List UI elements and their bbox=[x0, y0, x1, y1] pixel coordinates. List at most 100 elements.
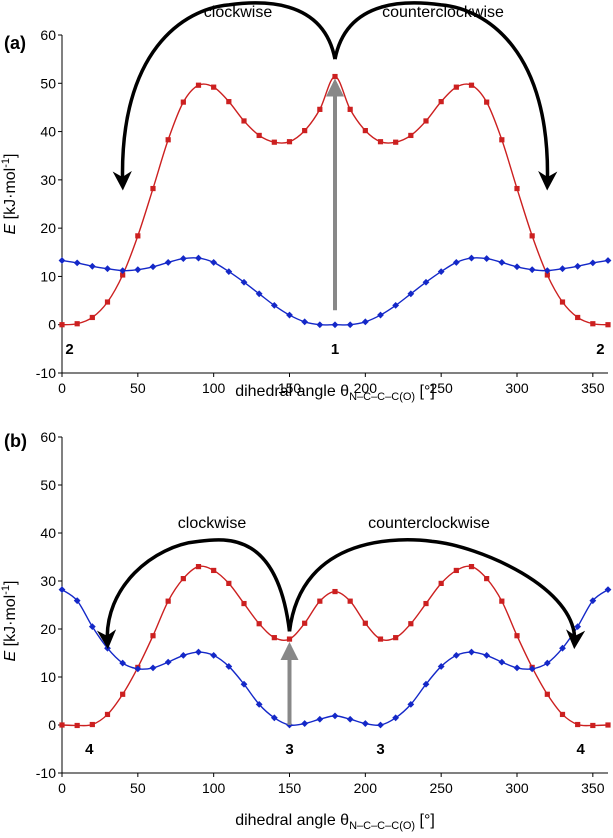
panel-b-blue-point bbox=[574, 623, 582, 630]
panel-b-red-point bbox=[302, 620, 308, 626]
panel-a-blue-point bbox=[407, 290, 415, 298]
panel-a-x-tick-label: 300 bbox=[505, 380, 529, 396]
panel-a-blue-point bbox=[346, 321, 354, 329]
panel-b-blue-point bbox=[240, 680, 248, 688]
panel-b-blue-point bbox=[119, 659, 127, 667]
panel-a-y-tick-label: 0 bbox=[48, 317, 56, 333]
panel-a-blue-point bbox=[498, 259, 506, 266]
panel-a-blue-point bbox=[58, 257, 66, 264]
panel-a-x-tick-label: 200 bbox=[354, 380, 378, 396]
panel-a-blue-point bbox=[149, 263, 157, 271]
panel-a-red-point bbox=[165, 137, 171, 143]
panel-b-red-point bbox=[605, 722, 611, 728]
panel-a-red-point bbox=[423, 118, 429, 124]
panel-b-y-tick-label: 30 bbox=[40, 573, 56, 589]
panel-a-red-point bbox=[393, 139, 399, 145]
panel-b-blue-point bbox=[346, 715, 354, 723]
panel-b-blue-point bbox=[58, 586, 66, 594]
panel-a-blue-point bbox=[286, 311, 293, 319]
panel-b-red-point bbox=[559, 711, 566, 718]
panel-a-blue-point bbox=[225, 268, 233, 275]
panel-b-x-tick-label: 50 bbox=[130, 780, 146, 796]
panel-b-red-point bbox=[332, 588, 338, 595]
panel-a-y-tick-label: -10 bbox=[36, 365, 56, 381]
panel-a-x-tick-label: 50 bbox=[130, 380, 146, 396]
panel-b-blue-point bbox=[195, 648, 202, 656]
panel-b-blue-point bbox=[392, 714, 400, 722]
panel-a-y-tick-label: 50 bbox=[40, 75, 56, 91]
panel-a-red-point bbox=[195, 82, 202, 88]
panel-a-red-point bbox=[271, 139, 277, 145]
panel-a-blue-point bbox=[361, 318, 369, 326]
panel-b-y-tick-label: 60 bbox=[40, 429, 56, 445]
panel-a-blue-point bbox=[210, 259, 218, 266]
panel-a-x-tick-label: 150 bbox=[278, 380, 302, 396]
panel-a-red-point bbox=[499, 137, 505, 143]
panel-b-y-axis-label: E [kJ·mol-1] bbox=[0, 581, 19, 662]
panel-a-red-point bbox=[559, 299, 566, 305]
panel-a-clockwise-label: clockwise bbox=[204, 4, 273, 21]
panel-a-blue-point bbox=[316, 321, 324, 329]
panel-a-blue-point bbox=[377, 311, 384, 319]
panel-a-red-point bbox=[453, 84, 459, 90]
panel-b-blue-point bbox=[255, 700, 263, 708]
panel-b-red-point bbox=[180, 576, 186, 582]
panel-a-blue-point bbox=[589, 259, 597, 267]
panel-b-red-point bbox=[195, 564, 202, 570]
panel-a-red-point bbox=[120, 272, 126, 278]
panel-b-blue-point bbox=[528, 665, 536, 673]
panel-a-blue-point bbox=[88, 262, 96, 270]
panel-b-red-point bbox=[544, 691, 550, 697]
panel-b-y-tick-label: 10 bbox=[40, 669, 56, 685]
panel-a-x-axis-label: dihedral angle θN–C–C–C(O) [°] bbox=[235, 383, 435, 403]
panel-a-red-point bbox=[74, 321, 80, 327]
panel-a-red-point bbox=[438, 99, 444, 105]
panel-a-red-point bbox=[241, 118, 247, 124]
panel-b-red-point bbox=[408, 621, 414, 627]
panel-b-x-tick-label: 150 bbox=[278, 780, 302, 796]
panel-b-red-point bbox=[211, 567, 217, 574]
panel-a-red-point bbox=[347, 106, 353, 112]
panel-a-blue-point bbox=[240, 278, 248, 286]
panel-a-red-point bbox=[590, 321, 596, 327]
panel-a-blue-point bbox=[422, 278, 430, 286]
panel-b-red-point bbox=[226, 580, 232, 586]
panel-a-blue-point bbox=[195, 254, 202, 262]
panel-b-y-tick-label: -10 bbox=[36, 765, 56, 781]
panel-b-blue-point bbox=[543, 659, 551, 667]
panel-a-y-tick-label: 40 bbox=[40, 124, 56, 140]
panel-b-red-point bbox=[256, 621, 262, 627]
panel-a-y-tick-label: 60 bbox=[40, 27, 56, 43]
panel-b-red-point bbox=[150, 633, 156, 639]
panel-a-blue-point bbox=[574, 262, 582, 270]
panel-a-x-tick-label: 100 bbox=[202, 380, 226, 396]
panel-a-red-point bbox=[514, 185, 520, 192]
panel-b-blue-point bbox=[483, 652, 491, 659]
panel-b-red-point bbox=[453, 567, 459, 574]
panel-b-red-point bbox=[165, 598, 171, 604]
panel-b-red-point bbox=[241, 600, 247, 607]
panel-a-blue-point bbox=[179, 255, 187, 262]
panel-a-red-point bbox=[408, 132, 414, 139]
panel-b-blue-point bbox=[559, 644, 566, 652]
panel-a-blue-point bbox=[483, 255, 491, 262]
panel-b-structure-label: 3 bbox=[376, 741, 384, 758]
panel-b-blue-point bbox=[452, 652, 460, 659]
panel-a-red-point bbox=[211, 84, 217, 90]
panel-b-blue-point bbox=[88, 623, 96, 630]
panel-a-blue-point bbox=[301, 318, 309, 326]
panel-a-structure-label: 2 bbox=[65, 341, 73, 358]
panel-b-red-point bbox=[286, 636, 293, 642]
panel-b-red-point bbox=[59, 722, 65, 728]
panel-b-blue-point bbox=[377, 721, 384, 729]
panel-a-y-tick-label: 10 bbox=[40, 268, 56, 284]
panel-b-red-point bbox=[423, 600, 429, 607]
panel-b: (b) clockwise counterclockwise -10010203… bbox=[0, 429, 612, 832]
panel-b-clockwise-label: clockwise bbox=[178, 515, 247, 532]
panel-b-red-point bbox=[347, 598, 353, 604]
panel-b-blue-point bbox=[589, 597, 597, 605]
panel-a-structure-label: 1 bbox=[331, 341, 339, 358]
